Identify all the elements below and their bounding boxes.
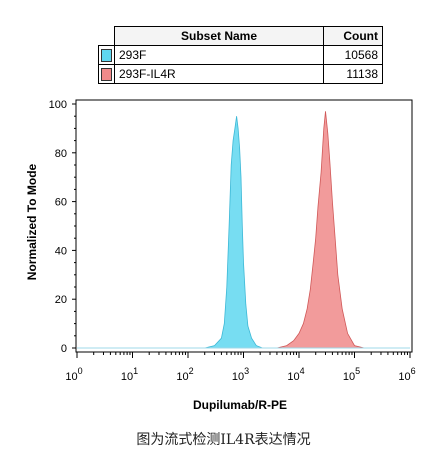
x-tick-label-10e0: 100 [65, 366, 82, 383]
x-tick-label-10e1: 101 [121, 366, 138, 383]
x-tick-label-10e2: 102 [176, 366, 193, 383]
x-tick-label-10e6: 106 [398, 366, 415, 383]
x-tick-label-10e3: 103 [232, 366, 249, 383]
x-tick-label-10e4: 104 [287, 366, 304, 383]
y-tick-label-20: 20 [55, 294, 67, 306]
y-tick-label-80: 80 [55, 148, 67, 160]
legend-swatch-293f-il4r [101, 68, 112, 82]
series-293f-area [204, 116, 263, 349]
series-293f-il4r-area [276, 111, 365, 349]
legend-table: Subset Name Count 293F 10568 293F-IL4R 1… [98, 26, 383, 84]
figure-caption: 图为流式检测IL4R表达情况 [136, 432, 311, 448]
y-axis-label: Normalized To Mode [25, 163, 39, 280]
y-tick-label-40: 40 [55, 245, 67, 257]
x-axis: 100 101 102 103 104 105 106 [65, 352, 416, 383]
legend-name-293f-il4r: 293F-IL4R [114, 64, 324, 84]
legend-swatch-293f [101, 49, 112, 63]
legend-count-293f-il4r: 11138 [323, 64, 383, 84]
legend-header-subset-name: Subset Name [114, 26, 324, 46]
legend-header-row: Subset Name Count [98, 26, 383, 46]
x-tick-label-10e5: 105 [343, 366, 360, 383]
legend-row-293f-il4r: 293F-IL4R 11138 [98, 64, 383, 84]
y-axis: 0 20 40 60 80 100 [49, 99, 76, 355]
y-tick-label-0: 0 [61, 343, 67, 355]
histogram-chart: 0 20 40 60 80 100 100 101 102 103 104 105 106 Norma… [25, 99, 416, 412]
y-tick-label-100: 100 [49, 99, 67, 111]
legend-header-count: Count [323, 26, 383, 46]
series-layer [77, 111, 410, 349]
y-tick-label-60: 60 [55, 197, 67, 209]
x-axis-label: Dupilumab/R-PE [193, 398, 287, 412]
